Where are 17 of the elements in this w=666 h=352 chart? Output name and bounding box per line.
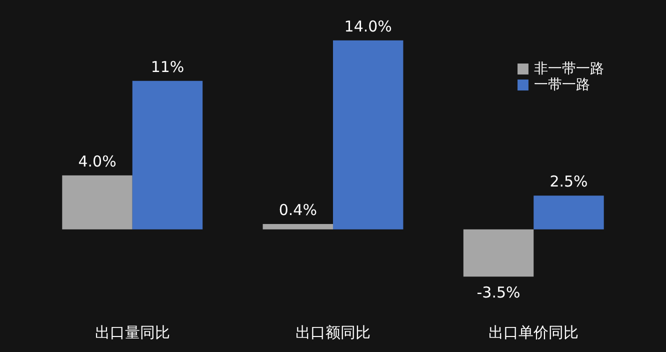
bar — [262, 224, 333, 230]
legend-label: 非一带一路 — [534, 61, 604, 77]
data-label: 14.0% — [344, 17, 392, 36]
data-label: 11% — [150, 58, 184, 76]
x-tick-label: 出口量同比 — [94, 324, 170, 342]
bar — [463, 229, 534, 277]
x-tick-label: 出口单价同比 — [488, 324, 579, 342]
data-label: 2.5% — [550, 172, 588, 191]
bar — [534, 196, 604, 230]
data-label: 0.4% — [278, 200, 317, 219]
bar — [132, 80, 203, 230]
legend-label: 一带一路 — [534, 77, 590, 93]
bar — [62, 175, 132, 230]
bar — [333, 40, 404, 230]
data-label: -3.5% — [476, 284, 520, 302]
data-label: 4.0% — [78, 152, 116, 170]
x-tick-label: 出口额同比 — [296, 324, 370, 342]
